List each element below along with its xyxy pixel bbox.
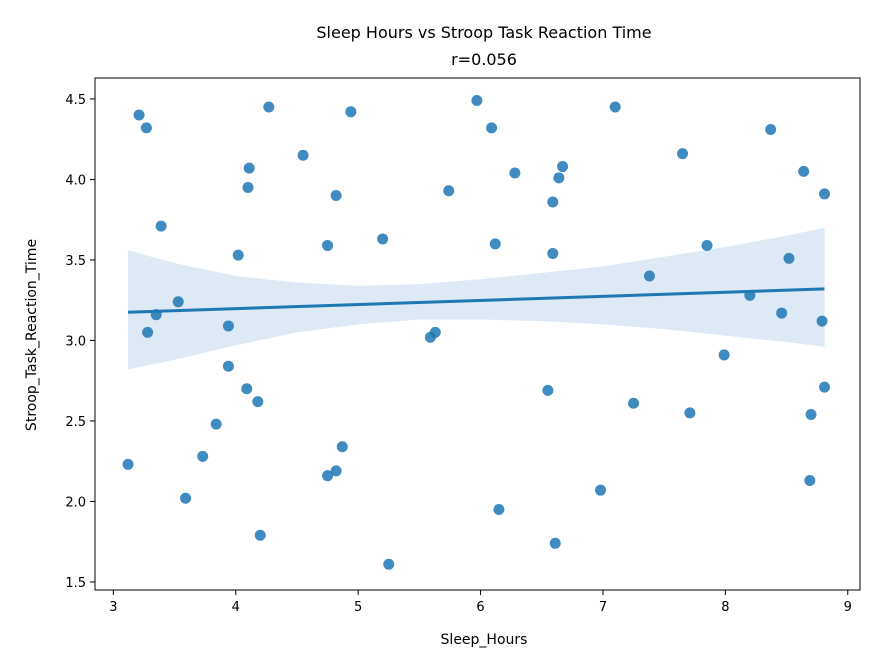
data-point xyxy=(122,458,134,470)
data-point xyxy=(493,503,505,515)
x-tick-label: 3 xyxy=(109,600,117,615)
data-point xyxy=(140,122,152,134)
data-point xyxy=(819,188,831,200)
data-point xyxy=(180,492,192,504)
data-point xyxy=(798,165,810,177)
data-point xyxy=(241,383,253,395)
data-point xyxy=(243,162,255,174)
data-point xyxy=(232,249,244,261)
y-tick-label: 2.5 xyxy=(65,415,86,430)
plot-frame xyxy=(94,77,861,591)
data-point xyxy=(210,418,222,430)
data-point xyxy=(677,148,689,160)
data-point xyxy=(322,470,334,482)
data-point xyxy=(816,315,828,327)
x-tick-label: 4 xyxy=(232,600,240,615)
data-point xyxy=(330,190,342,202)
data-point xyxy=(383,558,395,570)
data-point xyxy=(547,247,559,259)
y-tick-label: 4.5 xyxy=(65,93,86,108)
data-point xyxy=(549,537,561,549)
regression-line-layer xyxy=(127,287,825,314)
data-point xyxy=(486,122,498,134)
confidence-band xyxy=(128,227,825,370)
data-point xyxy=(776,307,788,319)
x-tick-label: 6 xyxy=(476,600,484,615)
data-point xyxy=(377,233,389,245)
data-point xyxy=(684,407,696,419)
y-tick-label: 1.5 xyxy=(65,576,86,591)
data-point xyxy=(547,196,559,208)
data-point xyxy=(330,465,342,477)
data-point xyxy=(628,397,640,409)
y-tick-label: 3.5 xyxy=(65,254,86,269)
x-tick-label: 7 xyxy=(599,600,607,615)
data-point xyxy=(557,161,569,173)
data-point xyxy=(297,149,309,161)
x-tick-label: 9 xyxy=(844,600,852,615)
data-point xyxy=(783,252,795,264)
data-point xyxy=(263,101,275,113)
data-point xyxy=(553,172,565,184)
data-point xyxy=(172,296,184,308)
chart-title: Sleep Hours vs Stroop Task Reaction Time xyxy=(316,23,651,42)
y-tick-label: 3.0 xyxy=(65,334,86,349)
data-point xyxy=(471,95,483,107)
data-point xyxy=(765,124,777,136)
data-point xyxy=(222,360,234,372)
data-point xyxy=(595,484,607,496)
data-point xyxy=(197,450,209,462)
data-point xyxy=(242,181,254,193)
data-point xyxy=(254,529,266,541)
data-point xyxy=(322,239,334,251)
data-point xyxy=(489,238,501,250)
confidence-band-layer xyxy=(128,227,825,370)
x-axis-label: Sleep_Hours xyxy=(441,632,528,648)
data-point xyxy=(429,326,441,338)
x-tick-label: 8 xyxy=(721,600,729,615)
scatter-points-layer xyxy=(122,95,831,570)
axes: 3 4 5 6 7 8 9 1.5 2.0 2.5 3.0 3.5 4.0 4.5 xyxy=(65,77,861,615)
y-tick-label: 4.0 xyxy=(65,173,86,188)
data-point xyxy=(345,106,357,118)
data-point xyxy=(142,326,154,338)
x-tick-label: 5 xyxy=(354,600,362,615)
data-point xyxy=(336,441,348,453)
regression-line xyxy=(127,287,825,314)
data-point xyxy=(804,475,816,487)
data-point xyxy=(252,396,264,408)
data-point xyxy=(542,384,554,396)
data-point xyxy=(701,239,713,251)
y-axis-label: Stroop_Task_Reaction_Time xyxy=(24,239,40,431)
data-point xyxy=(443,185,455,197)
data-point xyxy=(609,101,621,113)
data-point xyxy=(222,320,234,332)
data-point xyxy=(133,109,145,121)
data-point xyxy=(718,349,730,361)
data-point xyxy=(643,270,655,282)
data-point xyxy=(805,409,817,421)
data-point xyxy=(819,381,831,393)
data-point xyxy=(155,220,167,232)
chart-subtitle: r=0.056 xyxy=(451,50,517,69)
y-tick-label: 2.0 xyxy=(65,495,86,510)
data-point xyxy=(509,167,521,179)
